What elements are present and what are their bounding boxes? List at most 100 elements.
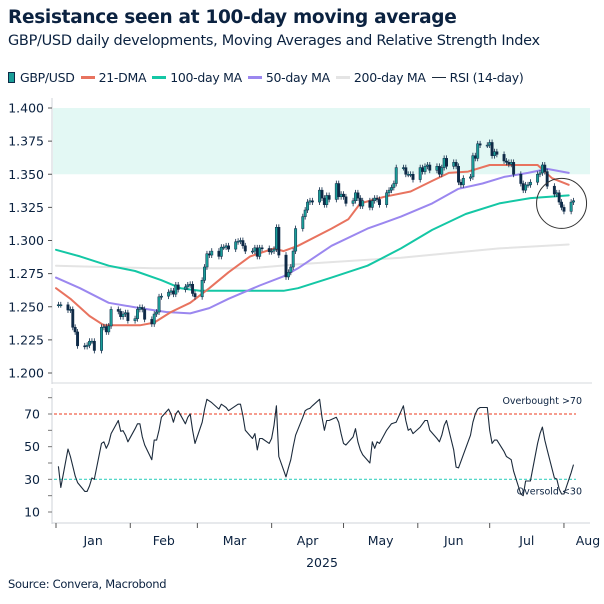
price-tick-label: 1.325: [8, 200, 44, 215]
candle: [471, 155, 475, 178]
month-label: Jun: [443, 533, 464, 548]
source-note: Source: Convera, Macrobond: [8, 577, 167, 591]
candle: [325, 195, 329, 205]
chart-subtitle: GBP/USD daily developments, Moving Avera…: [8, 33, 540, 49]
candle: [560, 201, 564, 208]
legend-label: 100-day MA: [170, 70, 242, 85]
month-label: Jul: [518, 533, 534, 548]
candle: [445, 158, 448, 167]
candle: [457, 166, 460, 183]
candle: [289, 266, 293, 273]
candle: [138, 307, 142, 310]
candle: [490, 142, 494, 156]
candle: [157, 296, 161, 313]
candle: [234, 241, 238, 250]
candle: [236, 240, 240, 243]
candle: [169, 290, 173, 293]
candle: [68, 309, 72, 311]
line-swatch-icon: [335, 76, 350, 79]
candle: [440, 167, 444, 175]
legend: GBP/USD 21-DMA 100-day MA 50-day MA 200-…: [8, 70, 529, 85]
candle: [404, 167, 408, 175]
price-tick-label: 1.300: [8, 233, 44, 248]
candle: [306, 201, 310, 211]
legend-item-rsi: RSI (14-day): [431, 70, 524, 85]
candle: [107, 325, 111, 333]
month-label: May: [368, 533, 394, 548]
candle: [337, 183, 341, 198]
candle: [361, 200, 365, 207]
candle: [222, 246, 226, 249]
candle: [452, 162, 456, 167]
month-label: Apr: [297, 533, 319, 548]
candle: [409, 174, 413, 176]
candle: [267, 248, 271, 253]
month-label: Mar: [223, 533, 247, 548]
candle: [291, 250, 295, 268]
legend-label: GBP/USD: [20, 70, 75, 85]
candle: [342, 193, 345, 198]
candle: [124, 312, 127, 315]
candle: [461, 177, 465, 186]
candle: [191, 283, 195, 294]
candle: [76, 331, 80, 347]
resistance-band: [53, 108, 590, 175]
candle: [140, 307, 144, 310]
candle: [59, 304, 63, 307]
candle: [308, 200, 312, 203]
price-tick-label: 1.275: [8, 266, 44, 281]
month-label: Feb: [153, 533, 175, 548]
line-swatch-icon: [431, 76, 446, 79]
candle: [406, 174, 410, 176]
candle: [239, 240, 242, 242]
candle: [205, 253, 209, 268]
oversold-label: Oversold <30: [517, 486, 582, 497]
ma100-line: [55, 194, 570, 292]
price-tick-label: 1.225: [8, 332, 44, 347]
rsi-tick-label: 50: [24, 439, 40, 454]
candle: [186, 284, 190, 288]
candle: [502, 154, 506, 162]
candle: [339, 193, 343, 198]
candle: [85, 344, 89, 347]
candle: [277, 227, 281, 256]
highlight-circle: [536, 177, 588, 229]
candle: [88, 340, 91, 346]
price-tick-label: 1.400: [8, 101, 44, 116]
ma50-line: [55, 167, 570, 315]
candle: [524, 184, 528, 191]
candle: [552, 185, 556, 195]
price-tick-label: 1.250: [8, 299, 44, 314]
candle: [540, 164, 544, 174]
candle: [528, 181, 532, 186]
candle: [155, 311, 159, 315]
candle: [545, 171, 549, 187]
candle: [73, 327, 77, 333]
candle: [385, 192, 389, 205]
candle: [507, 162, 511, 165]
candle: [310, 200, 314, 203]
candle: [255, 247, 259, 257]
legend-item-50ma: 50-day MA: [247, 70, 330, 85]
candle: [469, 176, 472, 179]
line-swatch-icon: [247, 76, 262, 79]
candle: [119, 311, 123, 317]
candle: [83, 345, 87, 348]
candle: [572, 200, 575, 203]
rsi-tick-label: 30: [24, 472, 40, 487]
candle: [227, 245, 230, 250]
candle: [210, 250, 214, 256]
candle: [260, 247, 264, 250]
legend-label: 50-day MA: [265, 70, 330, 85]
candle: [368, 200, 372, 208]
candle: [538, 172, 542, 175]
candle: [488, 142, 492, 146]
candle: [200, 280, 204, 298]
candle: [241, 240, 245, 247]
candle: [401, 167, 405, 169]
candle: [373, 197, 377, 202]
overbought-label: Overbought >70: [502, 396, 582, 407]
candle: [301, 216, 305, 229]
candle: [251, 250, 254, 253]
candle: [90, 340, 94, 343]
